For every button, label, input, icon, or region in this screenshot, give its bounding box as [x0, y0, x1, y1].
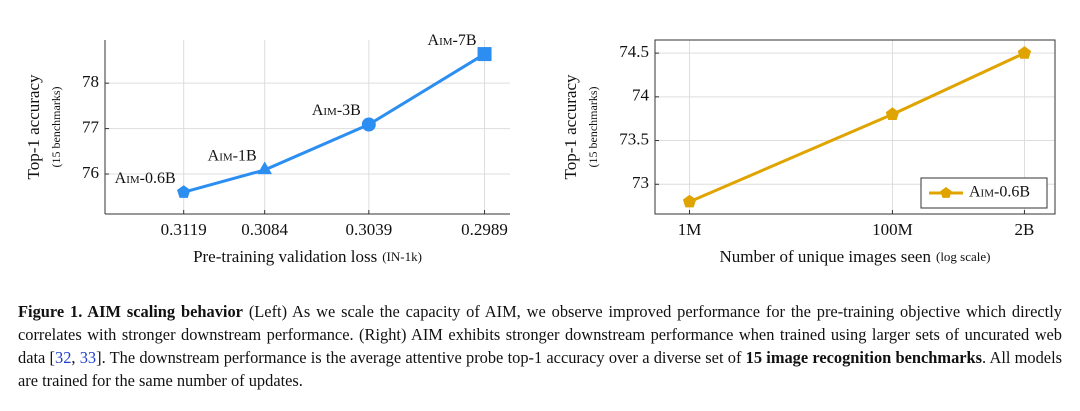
point-label: Aim-0.6B: [115, 170, 176, 187]
y-tick-label: 78: [82, 72, 99, 91]
marker: [477, 47, 492, 62]
caption-run: Figure 1. AIM scaling behavior: [18, 302, 243, 321]
point-label: Aim-7B: [428, 32, 477, 49]
caption-run: 33: [79, 348, 97, 367]
caption-run: 15 image recognition benchmarks: [745, 348, 983, 367]
caption-run: (Left) As we scale the capacity of AIM, …: [18, 302, 1062, 367]
caption-run: . All models are trained for the same nu…: [18, 348, 1063, 390]
x-tick-label: 1M: [678, 220, 702, 239]
plot-frame: [654, 39, 1056, 215]
x-tick-label: 0.3084: [241, 220, 288, 239]
figure: 76 77 78 0.3119 0.3084 0.3039 0.2989 Pre-traini…: [24, 32, 1056, 266]
x-axis-label: Number of unique images seen (log scale): [719, 247, 990, 266]
y-tick-label: 74.5: [619, 42, 649, 61]
legend-label: Aim-0.6B: [969, 184, 1030, 201]
x-tick-label: 0.3039: [345, 220, 392, 239]
x-tick-label: 0.2989: [461, 220, 508, 239]
caption: Figure 1. AIM scaling behavior (Left) As…: [18, 300, 1062, 392]
x-axis-label-text: Number of unique images seen: [719, 247, 931, 266]
x-tick-label: 0.3119: [161, 220, 207, 239]
y-tick-label: 73.5: [619, 129, 649, 148]
caption-run: 32: [55, 348, 72, 367]
x-axis-label-note: (log scale): [936, 249, 991, 264]
x-axis-label-text: Pre-training validation loss: [193, 247, 377, 266]
y-axis-label: Top-1 accuracy: [24, 74, 43, 179]
marker: [257, 161, 272, 175]
x-axis-label-note: (IN-1k): [382, 249, 422, 264]
y-tick-label: 76: [82, 163, 99, 182]
marker: [885, 107, 900, 120]
marker: [1017, 46, 1032, 59]
marker: [682, 194, 697, 208]
x-axis-label: Pre-training validation loss (IN-1k): [193, 247, 422, 266]
caption-run: ,: [71, 348, 80, 367]
line: [183, 52, 486, 194]
marker: [361, 117, 376, 132]
x-tick-label: 100M: [872, 220, 913, 239]
y-tick-label: 73: [632, 173, 649, 192]
point-label: Aim-1B: [208, 148, 257, 165]
x-tick-label: 2B: [1015, 220, 1035, 239]
marker: [940, 187, 952, 198]
y-tick-label: 77: [82, 117, 100, 136]
y-tick-label: 74: [632, 86, 650, 105]
caption-run: ]. The downstream performance is the ave…: [96, 348, 746, 367]
marker: [177, 185, 191, 198]
y-axis-label-note: (15 benchmarks): [49, 87, 63, 168]
y-axis-label: Top-1 accuracy: [561, 74, 580, 179]
point-label: Aim-3B: [312, 102, 361, 119]
y-axis-label-note: (15 benchmarks): [586, 87, 600, 168]
